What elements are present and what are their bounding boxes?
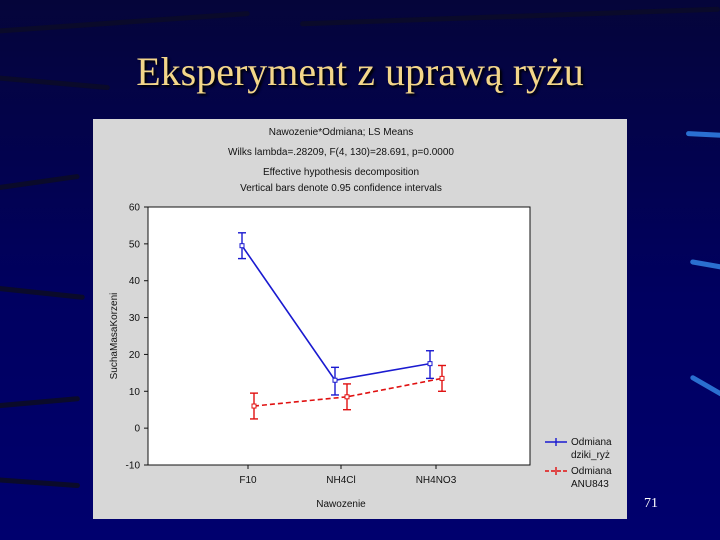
line-chart: Nawozenie*Odmiana; LS Means Wilks lambda… — [109, 127, 612, 510]
y-tick-label: 50 — [129, 239, 141, 250]
plot-area — [147, 206, 531, 466]
x-axis-label: Nawozenie — [316, 499, 366, 510]
y-axis-label: SuchaMasaKorzeni — [109, 293, 120, 380]
background-stripe — [0, 285, 86, 300]
chart-title-line: Nawozenie*Odmiana; LS Means — [269, 127, 414, 138]
x-tick-label: NH4NO3 — [416, 475, 457, 486]
background-stripe — [0, 173, 80, 192]
chart-title-line: Effective hypothesis decomposition — [263, 167, 419, 178]
y-tick-label: 30 — [129, 313, 141, 324]
data-point — [251, 403, 257, 409]
chart-panel: Nawozenie*Odmiana; LS Means Wilks lambda… — [93, 119, 627, 519]
background-stripe — [0, 476, 81, 489]
legend-sublabel: ANU843 — [571, 479, 609, 490]
y-tick-label: -10 — [126, 461, 141, 472]
x-tick-label: NH4Cl — [326, 475, 355, 486]
background-stripe — [689, 259, 720, 270]
chart-title-line: Vertical bars denote 0.95 confidence int… — [240, 183, 442, 194]
y-tick-label: 10 — [129, 387, 141, 398]
page-number: 71 — [644, 496, 658, 511]
background-stripe — [689, 374, 720, 399]
data-point — [427, 361, 433, 367]
y-tick-label: 40 — [129, 276, 141, 287]
background-stripe — [685, 130, 720, 139]
data-point — [439, 375, 445, 381]
legend-label: Odmiana — [571, 466, 612, 477]
data-point — [239, 243, 245, 249]
background-stripe — [300, 6, 720, 27]
legend-sublabel: dziki_ryż — [571, 450, 610, 461]
data-point — [332, 377, 338, 383]
y-tick-label: 20 — [129, 350, 141, 361]
y-tick-label: 0 — [134, 424, 140, 435]
x-tick-label: F10 — [239, 475, 257, 486]
slide-title: Eksperyment z uprawą ryżu — [136, 49, 584, 94]
background-stripe — [0, 396, 81, 409]
legend-label: Odmiana — [571, 437, 612, 448]
chart-title-line: Wilks lambda=.28209, F(4, 130)=28.691, p… — [228, 147, 454, 158]
y-tick-label: 60 — [129, 203, 141, 214]
data-point — [344, 394, 350, 400]
background-stripe — [0, 10, 250, 35]
